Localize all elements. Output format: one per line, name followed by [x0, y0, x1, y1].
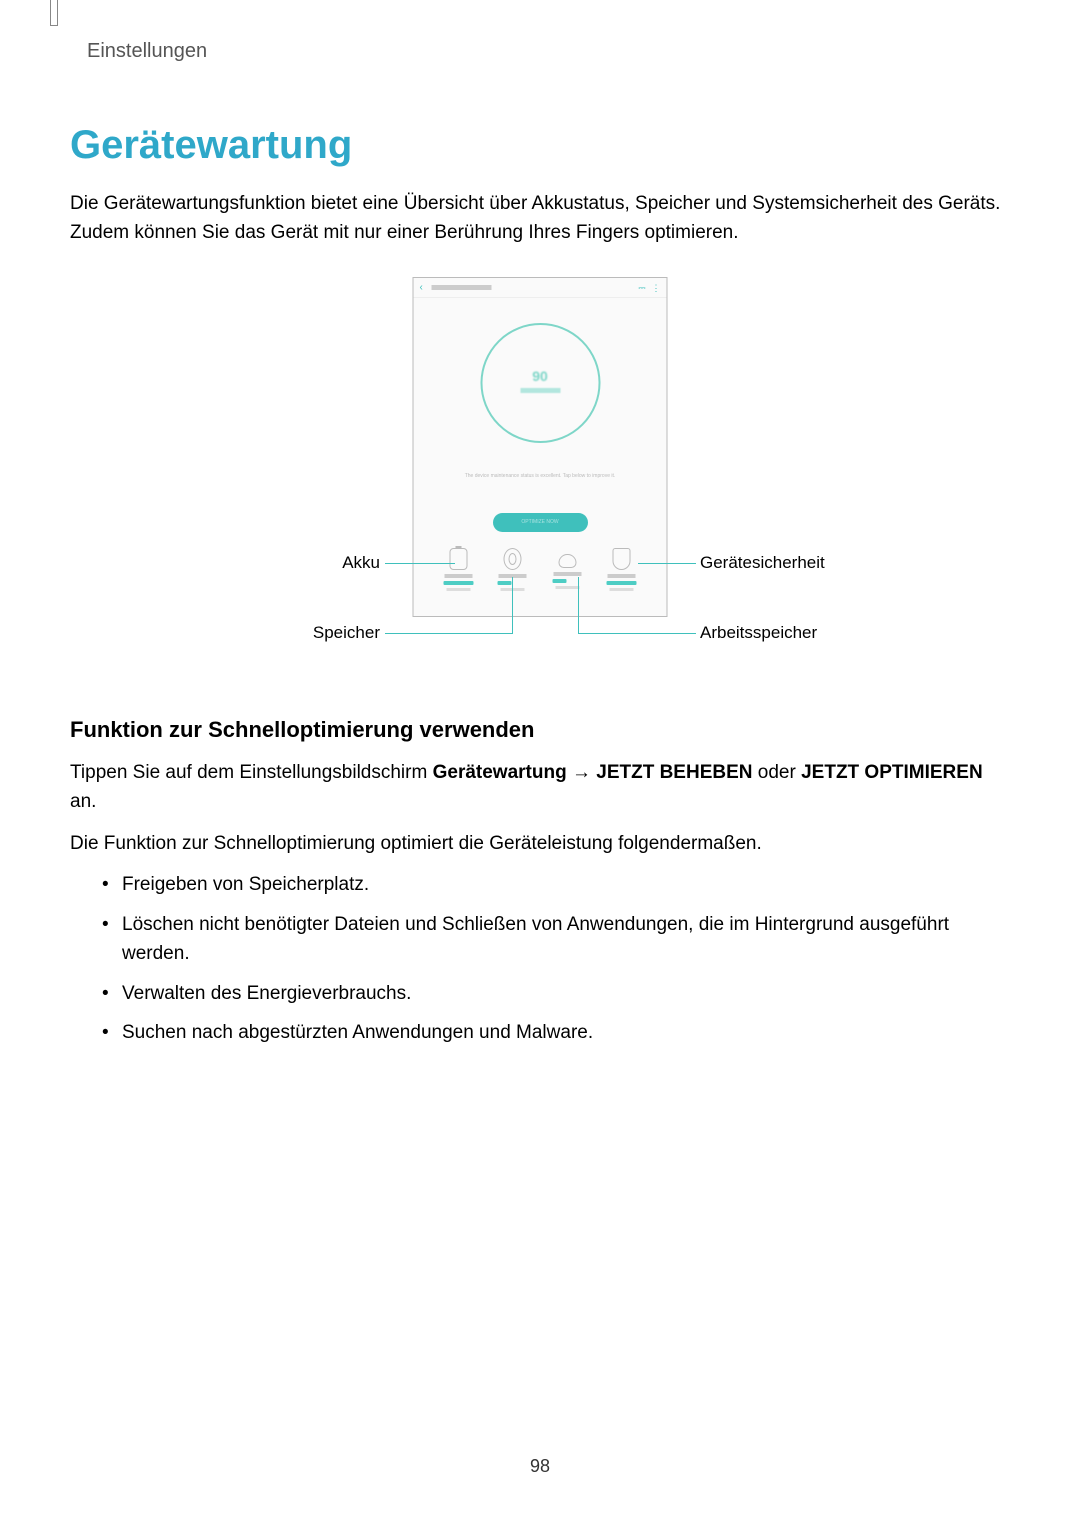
callout-line [385, 563, 455, 564]
page-number: 98 [530, 1456, 550, 1477]
security-item-icon [612, 548, 630, 570]
para1-pre: Tippen Sie auf dem Einstellungsbildschir… [70, 762, 433, 783]
callout-geraetesicherheit: Gerätesicherheit [700, 553, 825, 573]
page-title: Gerätewartung [70, 123, 1010, 168]
item-label-placeholder [445, 574, 473, 578]
screenshot-item-battery [439, 548, 479, 591]
para1-arrow: → [567, 762, 597, 783]
page-tab-marker [50, 0, 58, 26]
storage-item-icon [504, 548, 522, 570]
header-action-icons: ⎓ ⋮ [638, 283, 660, 294]
callout-line [512, 577, 513, 633]
intro-paragraph: Die Gerätewartungsfunktion bietet eine Ü… [70, 190, 1010, 247]
screenshot-title-placeholder [432, 285, 492, 290]
screenshot-item-security [601, 548, 641, 591]
item-label-placeholder [607, 574, 635, 578]
instruction-paragraph-2: Die Funktion zur Schnelloptimierung opti… [70, 829, 1010, 858]
item-progress-bar [552, 579, 566, 583]
callout-line [578, 577, 579, 633]
screenshot-header: ‹ ⎓ ⋮ [414, 278, 667, 298]
item-progress-bar [606, 581, 636, 585]
device-screenshot: ‹ ⎓ ⋮ 90 The device maintenance status i… [413, 277, 668, 617]
item-progress-bar [498, 581, 512, 585]
back-icon: ‹ [420, 282, 423, 293]
screenshot-bottom-row [414, 548, 667, 591]
optimize-button-label: OPTIMIZE NOW [493, 513, 588, 532]
item-label-placeholder [553, 572, 581, 576]
optimize-button: OPTIMIZE NOW [493, 513, 588, 532]
more-icon: ⋮ [652, 283, 661, 294]
bullet-item: Freigeben von Speicherplatz. [102, 870, 1010, 899]
callout-speicher: Speicher [313, 623, 380, 643]
para1-mid: oder [753, 762, 802, 783]
breadcrumb: Einstellungen [87, 40, 1010, 63]
subheading: Funktion zur Schnelloptimierung verwende… [70, 717, 1010, 743]
figure-container: ‹ ⎓ ⋮ 90 The device maintenance status i… [70, 277, 1010, 677]
bullet-item: Suchen nach abgestürzten Anwendungen und… [102, 1018, 1010, 1047]
bullet-item: Löschen nicht benötigter Dateien und Sch… [102, 910, 1010, 969]
callout-akku: Akku [342, 553, 380, 573]
para1-bold3: JETZT OPTIMIEREN [801, 762, 983, 783]
screenshot-item-memory [547, 548, 587, 591]
para1-post: an. [70, 791, 96, 812]
score-value: 90 [532, 368, 548, 384]
callout-line [578, 633, 696, 634]
page-content: Einstellungen Gerätewartung Die Gerätewa… [0, 0, 1080, 1098]
bullet-item: Verwalten des Energieverbrauchs. [102, 979, 1010, 1008]
para1-bold1: Gerätewartung [433, 762, 567, 783]
callout-line [638, 563, 696, 564]
instruction-paragraph-1: Tippen Sie auf dem Einstellungsbildschir… [70, 758, 1010, 817]
battery-item-icon [450, 548, 468, 570]
item-sublabel-placeholder [447, 588, 471, 591]
screenshot-status-text: The device maintenance status is excelle… [455, 473, 625, 480]
item-sublabel-placeholder [555, 586, 579, 589]
item-progress-bar [444, 581, 474, 585]
callout-line [385, 633, 513, 634]
callout-arbeitsspeicher: Arbeitsspeicher [700, 623, 817, 643]
item-sublabel-placeholder [609, 588, 633, 591]
memory-item-icon [558, 554, 576, 568]
score-sublabel [520, 388, 560, 393]
battery-icon: ⎓ [638, 283, 645, 294]
bullet-list: Freigeben von Speicherplatz. Löschen nic… [70, 870, 1010, 1047]
para1-bold2: JETZT BEHEBEN [596, 762, 752, 783]
